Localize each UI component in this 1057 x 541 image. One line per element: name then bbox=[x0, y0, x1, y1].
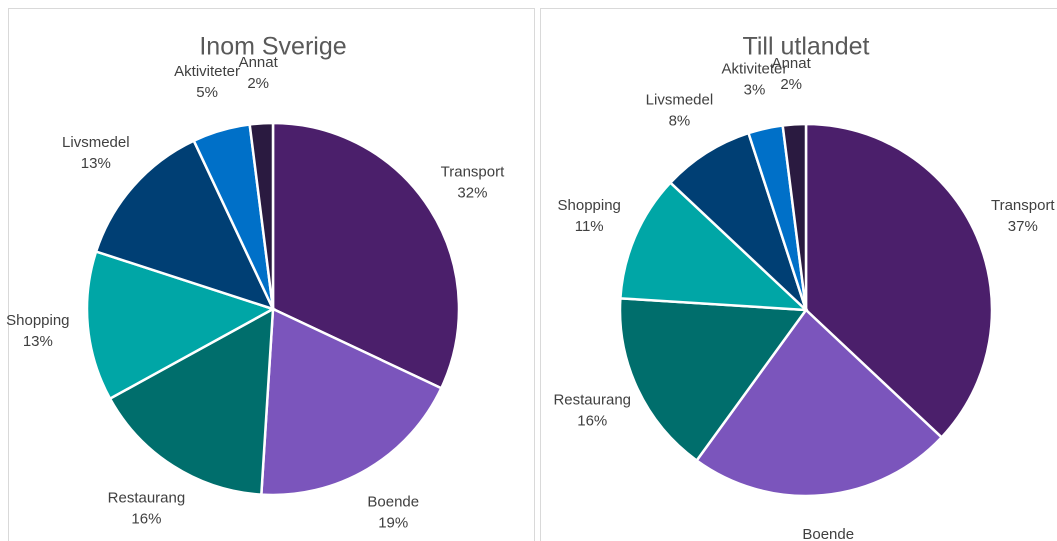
pie-slice bbox=[804, 122, 994, 440]
pie-slice bbox=[259, 307, 443, 497]
value-label: 11% bbox=[575, 218, 604, 235]
pie-slice bbox=[271, 121, 461, 390]
chart-title: Inom Sverige bbox=[199, 33, 346, 61]
category-label: Transport bbox=[991, 197, 1055, 214]
value-label: 3% bbox=[744, 81, 766, 98]
category-label: Livsmedel bbox=[62, 134, 130, 151]
category-label: Restaurang bbox=[108, 489, 186, 506]
pie-slice bbox=[108, 306, 275, 496]
value-label: 8% bbox=[669, 113, 691, 130]
pie-slice bbox=[694, 308, 944, 498]
value-label: 19% bbox=[378, 514, 408, 531]
value-label: 13% bbox=[23, 333, 53, 350]
value-label: 2% bbox=[247, 75, 269, 92]
data-label: Transport 37% bbox=[991, 197, 1055, 235]
value-label: 32% bbox=[457, 184, 487, 201]
pie-slice bbox=[619, 180, 810, 312]
category-label: Shopping bbox=[6, 312, 69, 329]
value-label: 16% bbox=[577, 413, 607, 430]
category-label: Livsmedel bbox=[646, 92, 714, 109]
data-label: Livsmedel 13% bbox=[62, 134, 130, 172]
pie-slice bbox=[668, 131, 808, 311]
pie-slice bbox=[618, 296, 809, 463]
category-label: Restaurang bbox=[553, 392, 631, 409]
data-label: Aktiviteter 5% bbox=[174, 63, 240, 101]
pie-slice bbox=[94, 139, 276, 312]
category-label: Annat bbox=[239, 54, 279, 71]
category-label: Aktiviteter bbox=[174, 63, 240, 80]
data-label: Boende23% bbox=[802, 526, 854, 541]
pie-slice bbox=[85, 249, 277, 401]
data-label: Aktiviteter 3% bbox=[722, 60, 788, 98]
category-label: Shopping bbox=[558, 197, 621, 214]
data-label: Boende 19% bbox=[367, 493, 419, 531]
value-label: 16% bbox=[131, 510, 161, 527]
value-label: 5% bbox=[196, 84, 218, 101]
category-label: Annat bbox=[772, 55, 812, 72]
value-label: 13% bbox=[81, 155, 111, 172]
category-label: Aktiviteter bbox=[722, 60, 788, 77]
data-label: Transport 32% bbox=[441, 163, 505, 201]
value-label: 37% bbox=[1008, 218, 1038, 235]
category-label: Boende bbox=[802, 526, 854, 541]
data-label: Shopping 11% bbox=[558, 197, 621, 235]
data-label: Shopping 13% bbox=[6, 312, 69, 350]
data-label: Annat 2% bbox=[772, 55, 812, 93]
data-label: Restaurang 16% bbox=[553, 392, 631, 430]
pie-slice bbox=[781, 122, 808, 311]
category-label: Boende bbox=[367, 493, 419, 510]
value-label: 2% bbox=[780, 76, 802, 93]
data-label: Restaurang 16% bbox=[108, 489, 186, 527]
data-label: Livsmedel 8% bbox=[646, 92, 714, 130]
pie-slice bbox=[248, 121, 275, 310]
data-label: Annat 2% bbox=[239, 54, 279, 92]
category-label: Transport bbox=[441, 163, 505, 180]
chart-title: Till utlandet bbox=[743, 33, 870, 61]
